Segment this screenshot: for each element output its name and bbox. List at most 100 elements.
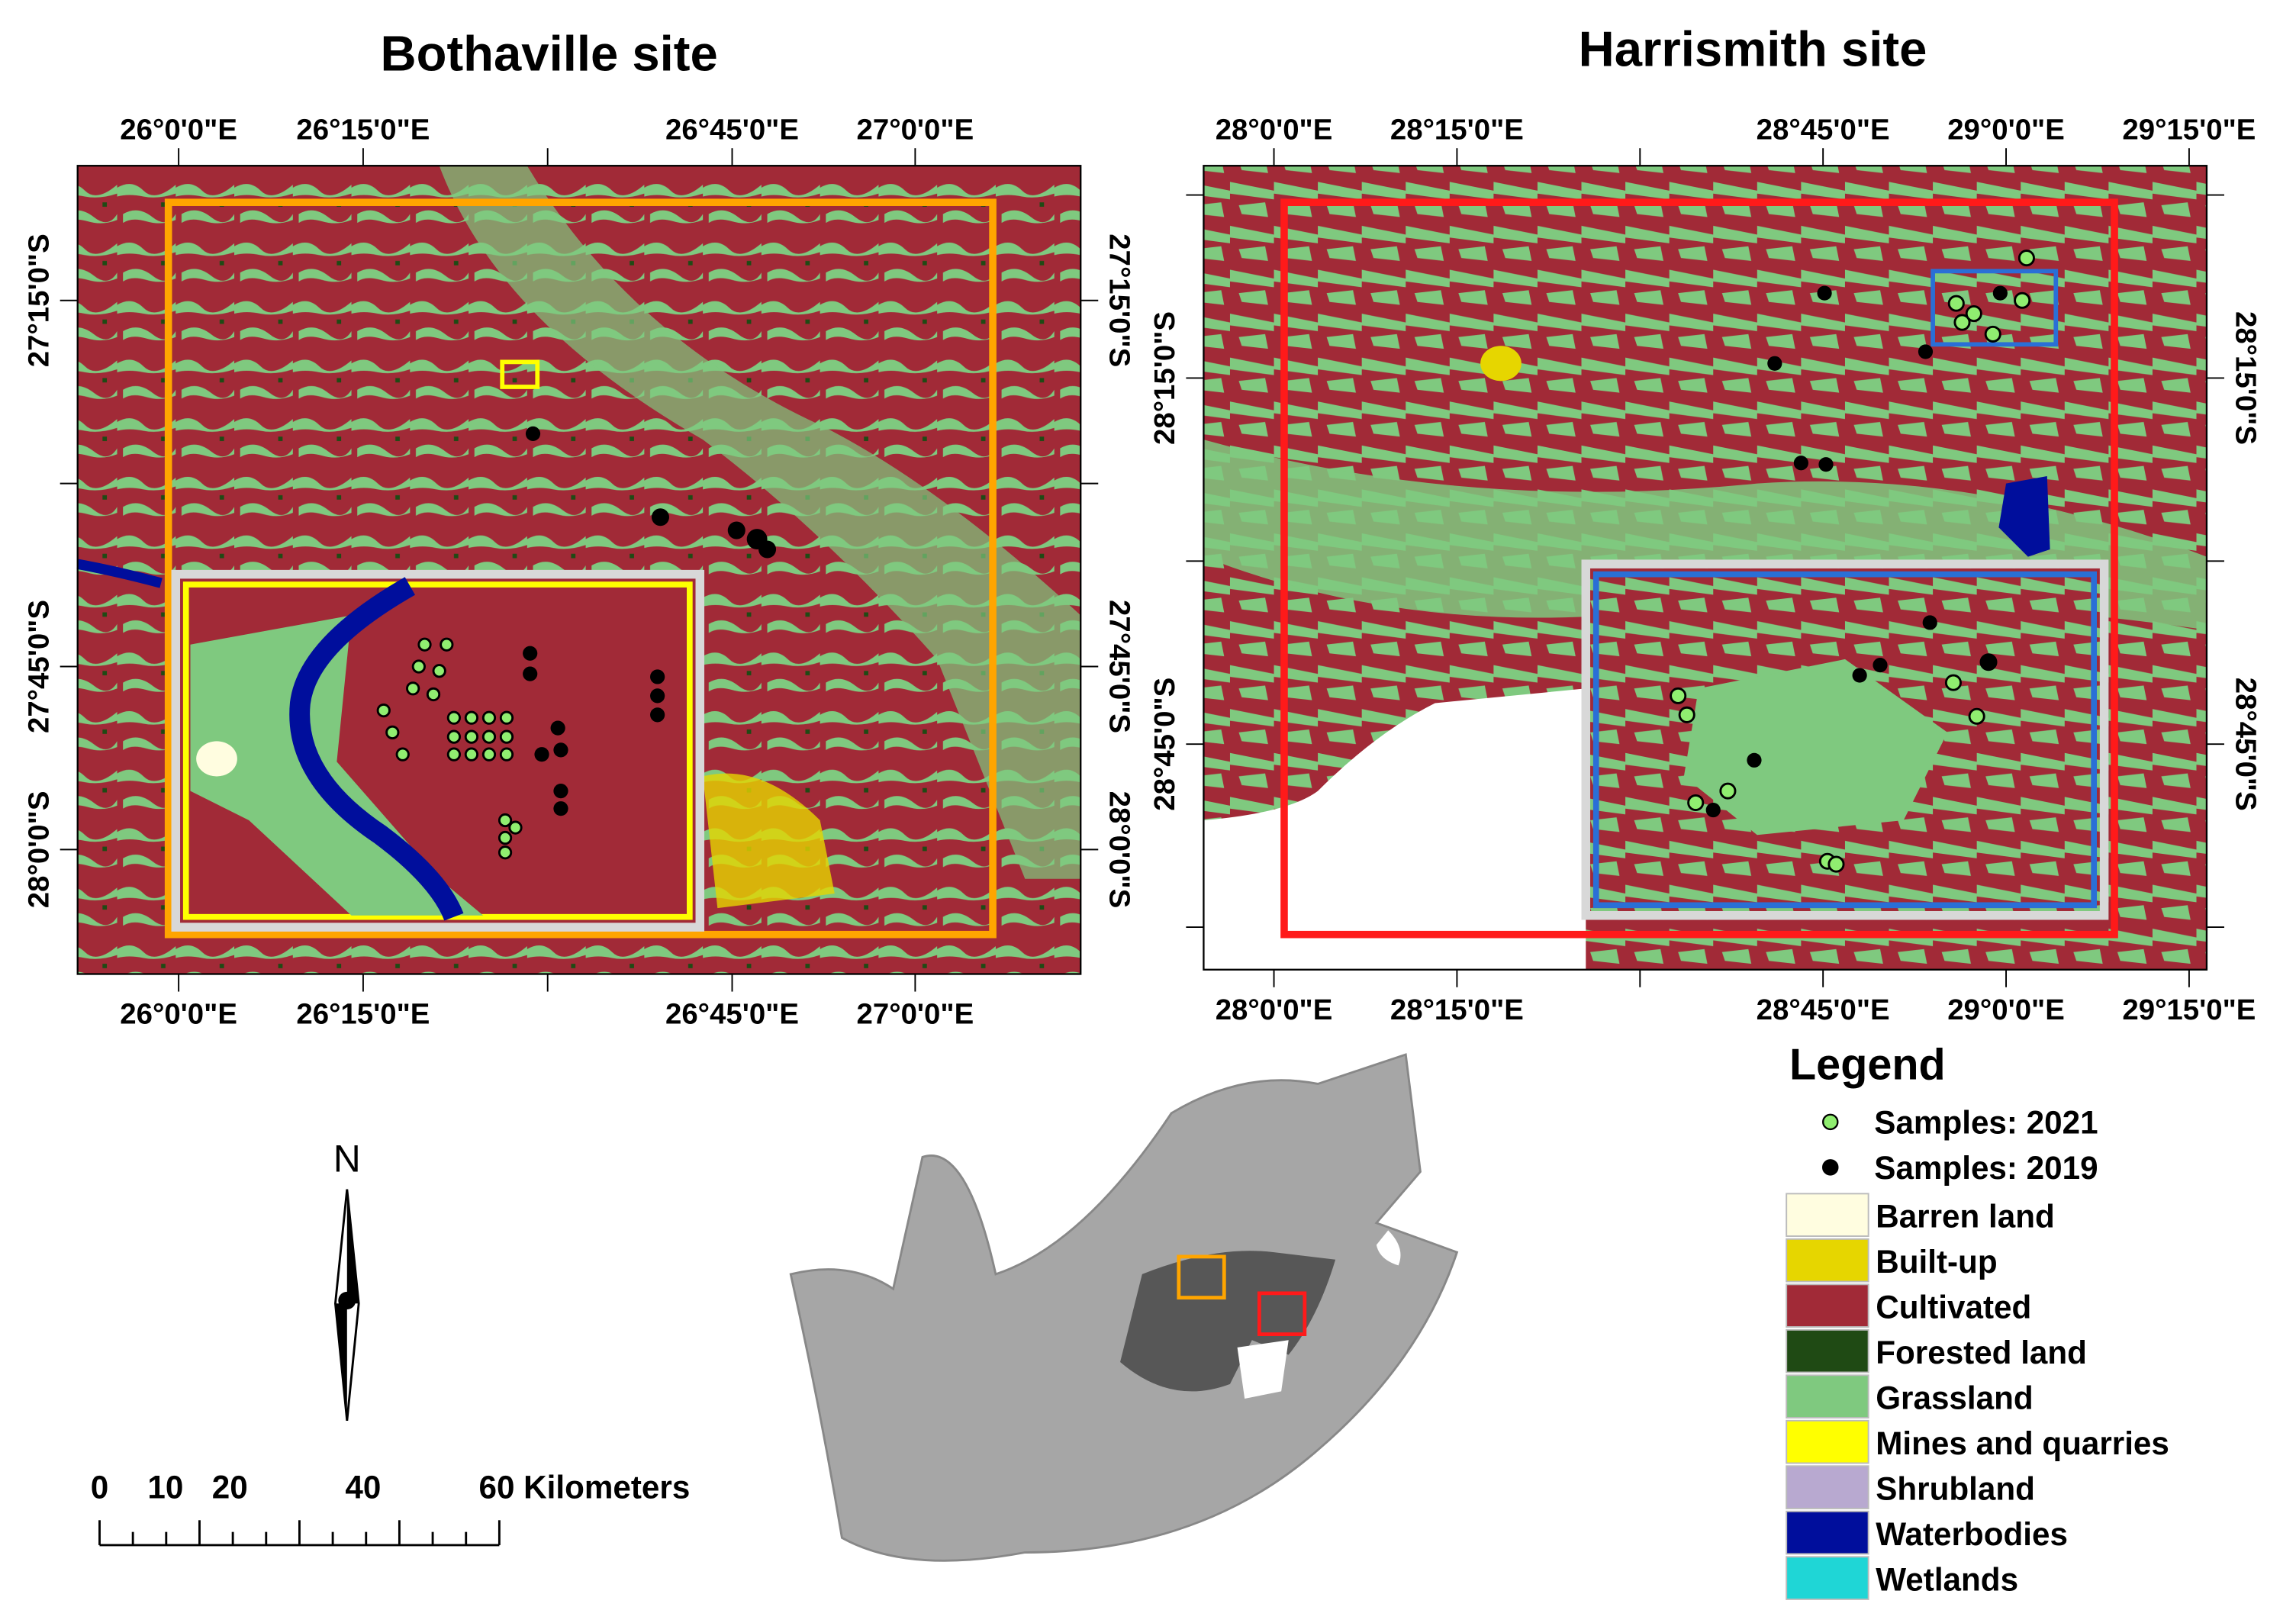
built-up-area [703,773,835,909]
legend: Legend Samples: 2021 Samples: 2019 Barren … [1786,1041,2169,1600]
arrow-center [338,1291,356,1309]
grassland-area [1683,659,1948,836]
lat-label: 28°15'0"S [1148,311,1181,445]
inset-locator [500,359,540,389]
country [789,1053,1459,1562]
legend-label: Wetlands [1876,1561,2018,1597]
legend-label: Barren land [1876,1198,2055,1234]
legend-title: Legend [1789,1041,1946,1090]
samples-2021 [1947,250,2035,343]
legend-label: Mines and quarries [1876,1425,2169,1461]
samples-2021 [376,637,523,860]
samples-2019 [1767,285,2008,472]
map-title: Harrismith site [1579,21,1927,77]
lat-label: 27°45'0"S [1103,600,1136,733]
study-area [1280,198,2118,939]
scale-label: 60 Kilometers [479,1470,691,1505]
waterbody [1998,476,2050,557]
sample-2019 [651,508,669,527]
lon-label: 29°15'0"E [2122,114,2256,147]
legend-label: Samples: 2019 [1874,1150,2098,1186]
samples-2019 [523,646,665,816]
north-label: N [333,1138,361,1180]
legend-swatch [1786,1465,1869,1509]
lat-label: 27°15'0"S [1103,233,1136,367]
scale-label: 0 [91,1470,108,1505]
lat-label: 28°45'0"S [1148,678,1181,811]
lon-label: 29°15'0"E [2122,993,2256,1026]
sample-2019 [758,540,777,559]
lon-label: 28°0'0"E [1216,993,1333,1026]
grassland-area [190,615,484,916]
lon-label: 28°15'0"E [1390,993,1524,1026]
river [289,577,464,921]
legend-swatch [1786,1238,1869,1283]
harrismith-map [1203,166,2207,970]
legend-swatch [1786,1374,1869,1419]
scale-label: 20 [212,1470,248,1505]
legend-label: Grassland [1876,1380,2033,1415]
lon-label: 28°45'0"E [1757,114,1890,147]
outside-area [1203,688,1586,970]
inset-map [1592,571,2098,909]
map-border [1203,165,2208,971]
inset [171,569,705,932]
samples-2019 [1705,615,1998,818]
inset-frame [1581,559,2109,920]
province [1120,1251,1336,1392]
legend-swatch [1786,1283,1869,1328]
samples-2021 [1670,674,1985,873]
map-title: Bothaville site [380,25,717,81]
legend-swatch [1786,1419,1869,1464]
lon-label: 28°0'0"E [1216,114,1333,147]
lon-label: 28°15'0"E [1390,114,1524,147]
north-arrow: N [333,1138,361,1421]
legend-marker [1822,1113,1839,1131]
lon-label: 26°45'0"E [665,114,799,147]
lesotho [1237,1340,1289,1399]
lat-label: 27°45'0"S [22,600,55,733]
lon-label: 27°0'0"E [857,114,974,147]
grassland-area [439,166,1081,879]
legend-label: Shrubland [1876,1470,2035,1506]
lat-label: 28°0'0"S [1103,791,1136,909]
lon-label: 26°15'0"E [296,998,430,1031]
legend-label: Forested land [1876,1335,2087,1370]
lon-label: 26°0'0"E [120,114,237,147]
sample-2019 [727,521,745,539]
lat-label: 27°15'0"S [22,233,55,367]
scale-label: 40 [345,1470,381,1505]
harrismith-locator [1257,1291,1307,1336]
sample-2019 [525,426,541,441]
inset [1581,559,2109,920]
lon-label: 27°0'0"E [857,998,974,1031]
legend-swatch [1786,1510,1869,1555]
lon-label: 28°45'0"E [1757,993,1890,1026]
built-up-area [1480,346,1522,382]
legend-label: Cultivated [1876,1289,2031,1325]
lon-label: 26°45'0"E [665,998,799,1031]
bothaville-map [76,166,1081,974]
lon-label: 26°0'0"E [120,998,237,1031]
legend-swatch [1786,1328,1869,1373]
legend-swatch [1786,1556,1869,1600]
inset-locator [1931,269,2059,347]
map-frame: Bothaville site 26°0'0"E 26°0'0"E 26°15'0"E… [22,25,1135,1030]
eswatini [1376,1230,1401,1266]
scale-label: 10 [147,1470,183,1505]
locator-map [789,1053,1459,1562]
legend-label: Built-up [1876,1244,1997,1280]
legend-label: Samples: 2021 [1874,1105,2098,1141]
barren-patch [196,741,237,777]
lon-label: 26°15'0"E [296,114,430,147]
river [76,559,163,588]
legend-marker [1822,1159,1839,1176]
lon-label: 29°0'0"E [1947,114,2065,147]
lat-label: 28°45'0"S [2229,678,2262,811]
legend-swatch [1786,1193,1869,1237]
lat-label: 28°0'0"S [22,791,55,909]
map-border [76,165,1082,975]
legend-label: Waterbodies [1876,1516,2068,1552]
